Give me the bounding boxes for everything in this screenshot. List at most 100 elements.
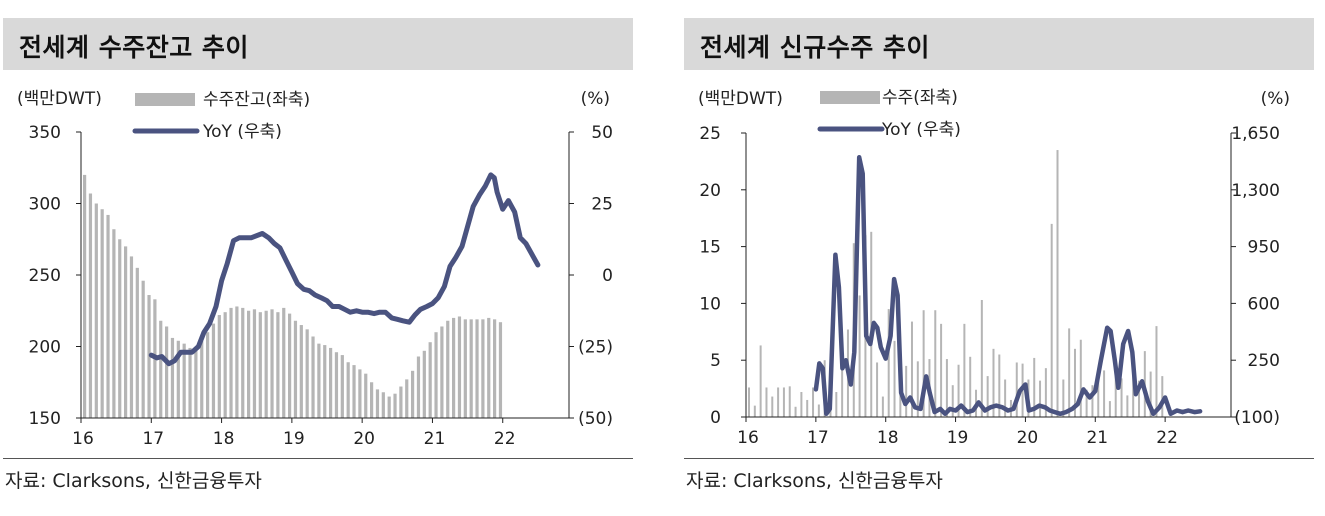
bar (200, 340, 204, 418)
left-axis-unit: (백만DWT) (17, 89, 102, 109)
right-tick-label: 25 (591, 195, 613, 215)
bar (370, 382, 374, 418)
x-tick-label: 16 (737, 428, 759, 448)
left-tick-label: 0 (710, 408, 721, 428)
bar (329, 347, 333, 418)
x-tick-label: 17 (142, 429, 164, 449)
bar (1132, 376, 1135, 417)
x-tick-label: 18 (213, 429, 235, 449)
bar (264, 310, 268, 418)
right-tick-label: 1,650 (1231, 124, 1280, 144)
bar (934, 310, 937, 417)
bar (206, 332, 210, 418)
bar (223, 312, 227, 418)
bar (1033, 357, 1036, 417)
legend-line-label: YoY (우축) (881, 120, 961, 140)
bar (375, 389, 380, 418)
bar (323, 345, 327, 418)
bar (288, 313, 292, 418)
bar (352, 365, 356, 418)
bar (1050, 223, 1053, 417)
bar (899, 387, 902, 417)
bar (364, 373, 368, 418)
bar (945, 359, 948, 417)
orderbook-source-label: 자료: Clarksons, 신한금융투자 (5, 470, 262, 492)
bar (422, 350, 426, 418)
bar (270, 309, 274, 418)
left-tick-label: 20 (699, 181, 721, 201)
bar (759, 345, 762, 417)
bar (170, 337, 175, 418)
bar (293, 320, 298, 418)
bar (858, 295, 861, 417)
bar (446, 320, 450, 418)
bar (141, 280, 145, 418)
bar (806, 399, 809, 417)
new-orders-chart: (백만DWT) (%) 수주(좌축) YoY (우축) 25 20 15 10 5 0 1,650 1… (698, 88, 1290, 448)
bar (1114, 368, 1117, 417)
bar (147, 295, 151, 418)
bar (1039, 380, 1042, 417)
left-tick-label: 150 (29, 409, 61, 429)
bar (817, 404, 820, 417)
bar (487, 317, 491, 418)
new-orders-chart-title: 전세계 신규수주 추이 (700, 33, 930, 62)
bar (188, 347, 192, 418)
bar (211, 323, 216, 418)
bar (1091, 385, 1094, 417)
orderbook-title-bar: 전세계 수주잔고 추이 (3, 18, 633, 70)
bar (876, 362, 879, 417)
bar (841, 343, 844, 417)
orderbook-chart: (백만DWT) (%)수주잔고(좌축)YoY (우축)35030025020015… (17, 89, 613, 449)
left-tick-label: 10 (699, 294, 721, 314)
bar (106, 214, 110, 418)
bar (434, 332, 438, 418)
bar (1044, 368, 1047, 417)
bar (1073, 348, 1076, 417)
bar (1015, 362, 1018, 417)
bar (1155, 326, 1158, 417)
bar (387, 396, 391, 418)
bar (800, 392, 803, 417)
bar (317, 343, 321, 418)
legend-bar-label: 수주잔고(좌축) (203, 90, 310, 110)
bar (305, 329, 309, 418)
bar (416, 356, 421, 418)
left-tick-label: 300 (29, 195, 61, 215)
x-tick-label: 22 (1156, 428, 1178, 448)
new-orders-panel: 전세계 신규수주 추이 (백만DWT) (%) 수주(좌축) YoY (우축) 25 20… (684, 0, 1314, 516)
bar (346, 362, 350, 418)
bar (957, 364, 960, 417)
yoy-line (813, 155, 1203, 417)
right-axis-unit: (%) (1261, 89, 1290, 109)
right-tick-label: 50 (591, 123, 613, 143)
orderbook-divider (3, 458, 633, 459)
bar (100, 209, 104, 418)
bar (1103, 370, 1106, 417)
bar (1161, 376, 1164, 417)
right-tick-label: (100) (1234, 408, 1280, 428)
bar (334, 352, 339, 418)
bar (748, 387, 750, 417)
bar (124, 246, 128, 418)
x-tick-label: 16 (72, 429, 94, 449)
bar (493, 319, 497, 418)
bar (428, 342, 432, 418)
bar (258, 312, 262, 418)
left-tick-label: 15 (699, 238, 721, 258)
bar (951, 385, 954, 417)
bar (247, 310, 251, 418)
bar (440, 326, 444, 418)
bar (1097, 371, 1100, 417)
right-tick-label: 950 (1248, 238, 1280, 258)
legend-bar-label: 수주(좌축) (882, 88, 958, 108)
bar (94, 203, 98, 418)
new-orders-divider (684, 458, 1314, 459)
bar (922, 310, 925, 417)
bar (83, 174, 87, 418)
bar (252, 309, 257, 418)
bar (980, 299, 983, 417)
bar (411, 370, 415, 418)
x-tick-label: 18 (877, 428, 899, 448)
bar (1085, 389, 1088, 417)
